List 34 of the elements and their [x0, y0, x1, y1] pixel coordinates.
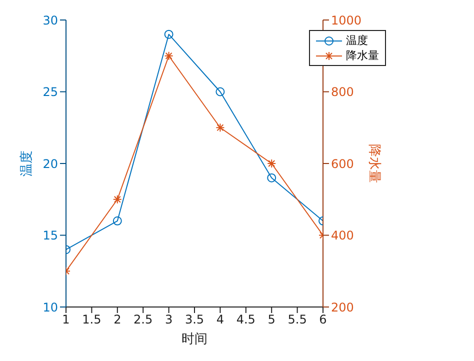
point [216, 87, 225, 96]
x-tick-label: 1.5 [82, 312, 102, 327]
y-tick-label: 10 [42, 300, 58, 314]
x-tick-label: 6 [319, 312, 327, 327]
x-tick-label: 3.5 [184, 312, 204, 327]
x-tick-label: 5.5 [288, 312, 307, 327]
point [267, 173, 276, 182]
x-tick-label: 2.5 [134, 312, 153, 327]
x-tick-label: 2 [114, 312, 122, 327]
point [267, 159, 276, 168]
y-axis-title: 温度 [18, 150, 35, 176]
y-tick-label: 25 [42, 85, 58, 100]
x-tick-label: 5 [268, 312, 276, 327]
x-tick-label: 3 [164, 312, 173, 327]
y2-tick-label: 200 [331, 300, 354, 314]
x-tick-label: 4 [216, 312, 224, 327]
x-tick-label: 1 [62, 312, 70, 327]
y2-tick-label: 1000 [331, 13, 362, 28]
y-tick-label: 20 [42, 156, 58, 171]
y-tick-label: 30 [42, 13, 58, 28]
point [216, 123, 225, 132]
legend-label: 降水量 [346, 48, 379, 63]
point [112, 216, 122, 226]
y2-tick-label: 400 [331, 228, 354, 243]
point [164, 51, 174, 60]
point [164, 30, 174, 39]
x-tick-label: 4.5 [236, 312, 256, 327]
x-axis-title: 时间 [182, 332, 208, 347]
y-tick-label: 15 [42, 228, 58, 243]
legend-label: 温度 [346, 33, 368, 48]
point [112, 194, 122, 204]
y2-tick-label: 800 [331, 85, 354, 100]
y2-tick-label: 600 [331, 156, 354, 171]
y2-axis-title: 降水量 [366, 144, 382, 183]
